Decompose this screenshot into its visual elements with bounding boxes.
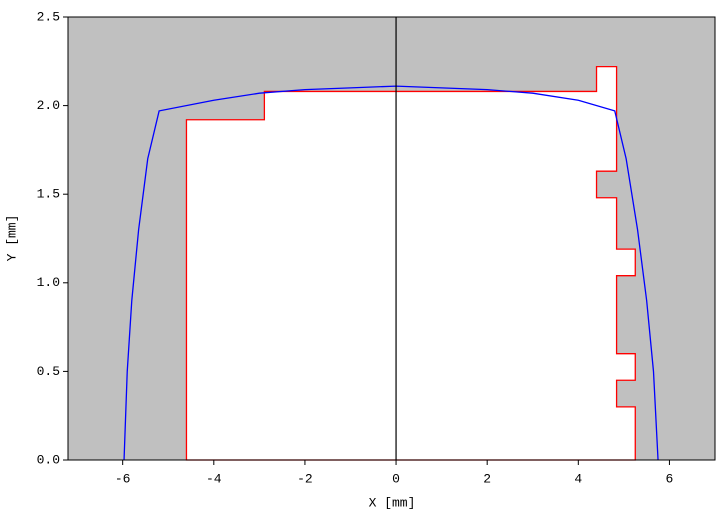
plot-frame	[67, 16, 716, 461]
y-tick-label: 2.0	[37, 98, 60, 113]
y-tick-label: 2.5	[37, 9, 60, 24]
y-tick-label: 1.0	[37, 275, 60, 290]
x-tick-label: 6	[666, 471, 674, 486]
x-tick-label: -4	[206, 471, 222, 486]
y-axis-label: Y [mm]	[4, 215, 19, 262]
x-axis-label: X [mm]	[369, 495, 416, 510]
y-tick-label: 0.5	[37, 364, 60, 379]
y-tick-label: 1.5	[37, 187, 60, 202]
x-tick-label: 0	[392, 471, 400, 486]
x-tick-label: 4	[574, 471, 582, 486]
y-tick-label: 0.0	[37, 452, 60, 467]
x-tick-label: -2	[297, 471, 313, 486]
region	[185, 65, 636, 461]
x-tick-label: -6	[115, 471, 131, 486]
x-tick-label: 2	[483, 471, 491, 486]
